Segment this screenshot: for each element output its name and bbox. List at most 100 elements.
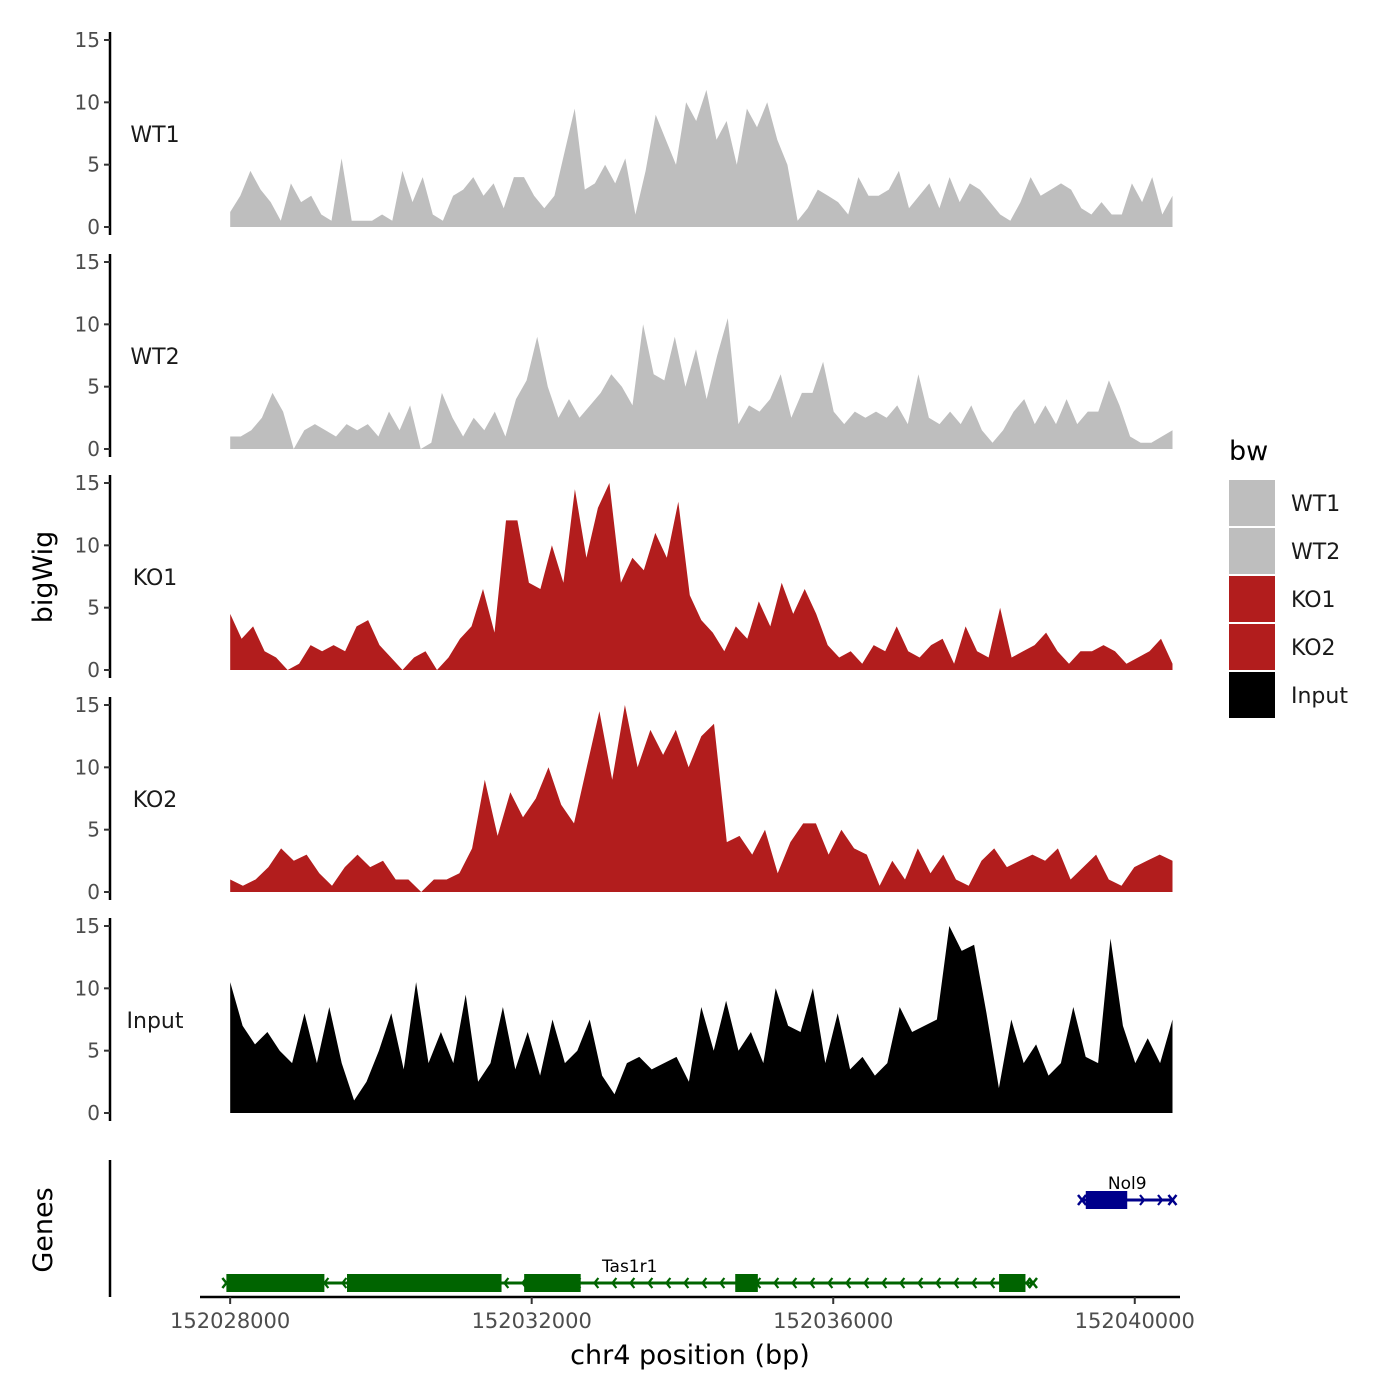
x-tick-label: 152040000	[1075, 1309, 1195, 1333]
legend-label: KO1	[1291, 588, 1336, 613]
strand-arrow	[1139, 1194, 1146, 1206]
track-wt1: 0 5 10 15 WT1	[75, 28, 1173, 239]
track-input: 0 5 10 15 Input	[75, 914, 1173, 1125]
gene-exon	[999, 1274, 1026, 1292]
y-tick-label: 0	[87, 658, 100, 682]
y-tick-label: 15	[75, 28, 100, 52]
legend-label: WT2	[1291, 540, 1340, 565]
legend-swatch	[1229, 528, 1275, 574]
y-tick-label: 5	[87, 1039, 100, 1063]
gene-nol9: Nol9	[1077, 1174, 1178, 1209]
gene-label-tas1r1: Tas1r1	[601, 1257, 657, 1277]
strand-arrow	[934, 1277, 942, 1289]
strand-arrow	[772, 1277, 780, 1289]
y-tick-label: 10	[75, 90, 100, 114]
strand-arrow	[862, 1277, 870, 1289]
strand-arrow	[646, 1277, 654, 1289]
y-tick-label: 5	[87, 153, 100, 177]
legend-item-wt1: WT1	[1229, 480, 1340, 526]
genes-axis-title: Genes	[28, 1187, 59, 1272]
legend-item-ko1: KO1	[1229, 576, 1336, 622]
strand-arrow	[718, 1277, 726, 1289]
legend-item-wt2: WT2	[1229, 528, 1340, 574]
area-wt1	[230, 89, 1173, 228]
y-tick-label: 0	[87, 215, 100, 239]
strand-arrow	[502, 1277, 510, 1289]
strand-arrow	[898, 1277, 906, 1289]
strand-arrow	[592, 1277, 600, 1289]
strand-arrow	[916, 1277, 924, 1289]
strand-arrow	[1157, 1194, 1164, 1206]
strand-arrow	[808, 1277, 816, 1289]
gene-exon	[1085, 1191, 1128, 1209]
legend-label: WT1	[1291, 492, 1340, 517]
strand-arrow	[610, 1277, 618, 1289]
tracks-group: 0 5 10 15 WT1 0 5 10 15 WT2 0 5 10 15 KO1 0 5 10 15 KO2 0 5 10…	[75, 28, 1173, 1125]
legend-label: Input	[1291, 684, 1348, 709]
track-label-wt2: WT2	[130, 345, 179, 370]
y-tick-label: 10	[75, 755, 100, 779]
y-tick-label: 10	[75, 533, 100, 557]
legend-swatch	[1229, 672, 1275, 718]
legend: bw WT1 WT2 KO1 KO2 Input	[1229, 436, 1348, 718]
x-tick-label: 152028000	[170, 1309, 290, 1333]
y-tick-label: 10	[75, 312, 100, 336]
strand-arrow	[682, 1277, 690, 1289]
strand-arrow	[880, 1277, 888, 1289]
gene-tas1r1: Tas1r1	[221, 1257, 1038, 1292]
y-tick-label: 5	[87, 596, 100, 620]
gene-end-mark	[1167, 1194, 1178, 1206]
track-label-wt1: WT1	[130, 123, 179, 148]
x-axis-title: chr4 position (bp)	[570, 1340, 810, 1371]
legend-swatch	[1229, 624, 1275, 670]
track-ko2: 0 5 10 15 KO2	[75, 693, 1173, 904]
gene-exon	[226, 1274, 325, 1292]
y-tick-label: 15	[75, 693, 100, 717]
legend-label: KO2	[1291, 636, 1336, 661]
strand-arrow	[970, 1277, 978, 1289]
gene-end-mark	[1028, 1277, 1038, 1289]
area-ko2	[230, 705, 1173, 892]
area-input	[230, 926, 1173, 1113]
strand-arrow	[988, 1277, 996, 1289]
genes-group: Nol9 Tas1r1	[108, 1160, 1178, 1297]
track-label-ko2: KO2	[133, 788, 178, 813]
strand-arrow	[700, 1277, 708, 1289]
y-axis-title: bigWig	[28, 531, 59, 624]
track-ko1: 0 5 10 15 KO1	[75, 471, 1173, 682]
strand-arrow	[322, 1277, 330, 1289]
legend-swatch	[1229, 480, 1275, 526]
strand-arrow	[664, 1277, 672, 1289]
strand-arrow	[628, 1277, 636, 1289]
y-tick-label: 0	[87, 437, 100, 461]
track-label-ko1: KO1	[133, 566, 178, 591]
legend-swatch	[1229, 576, 1275, 622]
strand-arrow	[340, 1277, 348, 1289]
area-ko1	[230, 483, 1173, 670]
y-tick-label: 10	[75, 976, 100, 1000]
gene-exon	[735, 1274, 758, 1292]
strand-arrow	[826, 1277, 834, 1289]
y-tick-label: 0	[87, 1101, 100, 1125]
strand-arrow	[844, 1277, 852, 1289]
area-wt2	[230, 318, 1173, 449]
x-tick-label: 152036000	[773, 1309, 893, 1333]
track-label-input: Input	[127, 1009, 184, 1034]
gene-exon	[347, 1274, 502, 1292]
strand-arrow	[790, 1277, 798, 1289]
y-tick-label: 0	[87, 880, 100, 904]
gene-label-nol9: Nol9	[1108, 1174, 1147, 1194]
gene-exon	[524, 1274, 581, 1292]
y-tick-label: 15	[75, 914, 100, 938]
gene-end-mark	[1077, 1194, 1087, 1206]
x-tick-label: 152032000	[472, 1309, 592, 1333]
legend-item-input: Input	[1229, 672, 1348, 718]
legend-item-ko2: KO2	[1229, 624, 1336, 670]
y-tick-label: 15	[75, 250, 100, 274]
x-axis: 152028000 152032000 152036000 152040000	[170, 1295, 1195, 1333]
legend-title: bw	[1229, 436, 1268, 467]
y-tick-label: 5	[87, 818, 100, 842]
track-wt2: 0 5 10 15 WT2	[75, 250, 1173, 461]
strand-arrow	[952, 1277, 960, 1289]
